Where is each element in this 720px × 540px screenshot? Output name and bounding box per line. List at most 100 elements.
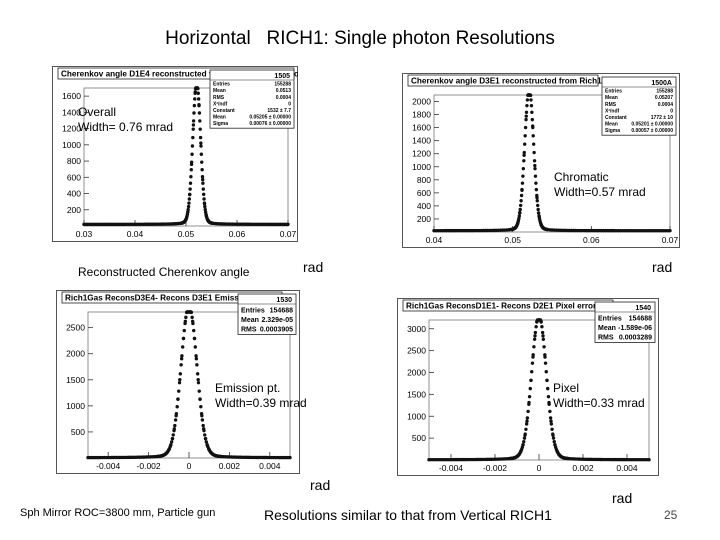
chart-chromatic-point [524, 117, 528, 122]
chart-pixel-point [530, 370, 534, 374]
chart-overall-stat-key: Entries [213, 82, 230, 88]
chart-overall-point [196, 97, 201, 101]
chart-pixel-xtick-label: -0.002 [483, 463, 507, 473]
rad-label-2: rad [652, 259, 673, 275]
chart-emission-point [173, 418, 178, 422]
chart-overall-point [186, 207, 190, 212]
annotation-pixel-line2: Width=0.33 mrad [553, 396, 645, 410]
chart-chromatic-point [532, 159, 537, 163]
chart-emission-point [172, 428, 176, 433]
chart-pixel-stats-box: 1540 Entries 154688 Mean -1.589e-06 RMS 0.0003… [594, 301, 656, 343]
chart-chromatic-stats-rect [601, 76, 677, 136]
chart-emission-point [204, 440, 209, 444]
chart-overall-stats-box: 1505 Entries 155288 Mean 0.0513 RMS 0.0004 X²/n… [209, 69, 295, 129]
chart-pixel-ytick-label: 500 [412, 433, 426, 443]
chart-pixel-point [549, 419, 553, 423]
chart-emission-point [170, 437, 175, 441]
chart-chromatic-point [518, 203, 523, 208]
chart-overall-xtick-label: 0.07 [280, 229, 297, 239]
chart-pixel-svg: Rich1Gas ReconsD1E1- Recons D2E1 Pixel e… [397, 298, 659, 476]
chart-chromatic-ytick-label: 1200 [412, 149, 431, 159]
chart-overall-stat-key: Sigma [213, 121, 228, 127]
chart-overall-point [191, 135, 195, 140]
chart-pixel-point [541, 337, 546, 341]
chart-chromatic-point [533, 174, 538, 178]
chart-overall-stat-value: 0.0004 [276, 95, 292, 101]
chart-overall-point [200, 175, 205, 179]
chart-emission-xtick-label: -0.002 [137, 461, 161, 471]
chart-pixel-point [532, 337, 537, 341]
chart-overall-point [188, 181, 193, 185]
chart-chromatic-point [668, 228, 672, 233]
chart-emission-point [195, 372, 200, 376]
chart-overall-point [190, 144, 195, 148]
chart-chromatic: Cherenkov angle D3E1 reconstructed from … [402, 73, 680, 248]
chart-chromatic-point [528, 93, 533, 97]
chart-pixel-point [541, 334, 545, 338]
page-number: 25 [664, 508, 678, 522]
chart-chromatic-point [530, 117, 535, 122]
chart-overall-ytick-label: 1000 [62, 140, 81, 150]
chart-chromatic-point [521, 174, 525, 178]
chart-emission-stat-value: 0.0003905 [260, 327, 293, 334]
chart-pixel-point [540, 325, 544, 329]
annotation-overall-line2: Width= 0.76 mrad [78, 120, 174, 134]
chart-overall-point [189, 168, 193, 172]
chart-overall-point [190, 152, 194, 156]
chart-chromatic-xtick-label: 0.04 [426, 235, 443, 245]
chart-pixel-point [544, 370, 548, 374]
chart-chromatic-point [517, 214, 522, 218]
chart-emission-point [180, 354, 184, 358]
chart-chromatic-xtick-label: 0.05 [504, 235, 521, 245]
chart-chromatic-point [525, 103, 529, 108]
chart-overall-stat-value: 155288 [274, 82, 291, 88]
chart-chromatic-point [519, 193, 524, 198]
chart-overall-stat-value: 0.0513 [276, 88, 292, 94]
chart-emission-point [176, 397, 180, 401]
chart-pixel-point [647, 457, 651, 462]
chart-emission-point [174, 411, 179, 416]
rad-label-4: rad [612, 490, 633, 506]
chart-emission-point [178, 377, 182, 382]
chart-emission-point [203, 433, 207, 437]
chart-pixel-point [527, 402, 531, 407]
chart-pixel-point [539, 320, 543, 324]
chart-emission-point [199, 411, 204, 416]
chart-emission-point [199, 405, 203, 409]
chart-chromatic-point [535, 199, 539, 203]
chart-overall-point [199, 141, 203, 145]
chart-emission-xtick-label: 0.004 [259, 461, 281, 471]
chart-pixel-stat-key: Mean [598, 325, 616, 332]
chart-emission-point [189, 310, 194, 315]
chart-overall-point [186, 210, 190, 214]
annotation-pixel-line1: Pixel [553, 381, 580, 395]
chart-overall-point [187, 197, 192, 201]
chart-chromatic-point [531, 142, 536, 146]
chart-chromatic-ytick-label: 2000 [412, 97, 431, 107]
rad-label-1: rad [303, 259, 324, 275]
chart-pixel-point [546, 394, 551, 399]
chart-pixel-xtick-label: 0.002 [572, 463, 594, 473]
chart-emission-stat-value: 2.329e-05 [261, 317, 293, 324]
chart-chromatic-ytick-label: 1800 [412, 110, 431, 120]
chart-chromatic-svg: Cherenkov angle D3E1 reconstructed from … [402, 73, 680, 248]
chart-overall-point [188, 192, 192, 197]
chart-overall-title: Cherenkov angle D1E4 reconstructed from … [61, 70, 298, 79]
chart-overall-point [198, 127, 202, 131]
chart-emission-xtick-label: -0.004 [96, 461, 120, 471]
chart-chromatic-point [525, 98, 530, 102]
chart-chromatic-point [531, 125, 535, 130]
chart-chromatic-point [534, 187, 539, 192]
footer-left: Sph Mirror ROC=3800 mm, Particle gun [20, 507, 216, 519]
chart-pixel-stat-value: -1.589e-06 [618, 325, 652, 332]
chart-overall-point [197, 103, 201, 108]
chart-emission-ytick-label: 1500 [66, 375, 85, 385]
chart-overall-point [210, 221, 214, 225]
chart-overall-point [191, 119, 196, 123]
chart-overall-point [203, 204, 207, 209]
chart-chromatic-hist-id: 1500A [651, 80, 672, 87]
chart-pixel-stats-rect [594, 301, 656, 343]
chart-chromatic-point [533, 166, 537, 171]
chart-emission-point [194, 354, 198, 358]
chart-overall-point [200, 168, 204, 172]
